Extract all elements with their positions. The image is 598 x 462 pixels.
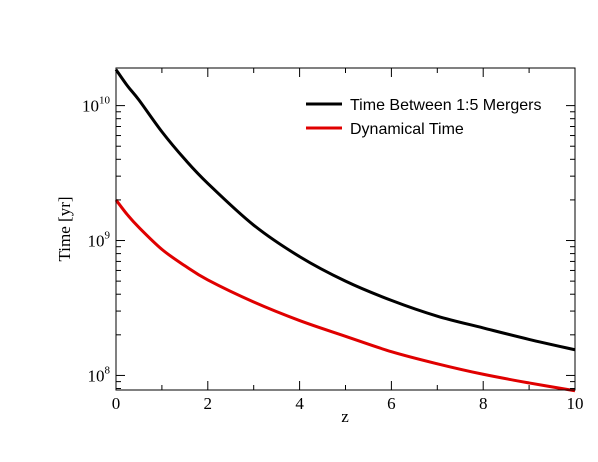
x-tick-label: 2 [204, 394, 213, 413]
x-tick-label: 6 [387, 394, 396, 413]
x-tick-label: 0 [112, 394, 121, 413]
axes-layer: 0 2 4 6 8 10 108 109 1010 [82, 68, 584, 413]
legend-label-1: Dynamical Time [350, 121, 464, 138]
y-tick-label: 109 [88, 230, 111, 251]
series-line-1 [114, 198, 576, 393]
legend-label-0: Time Between 1:5 Mergers [350, 97, 541, 114]
y-tick-label: 108 [88, 364, 111, 385]
x-tick-label: 4 [295, 394, 304, 413]
plot-frame [115, 67, 576, 391]
y-tick-label: 1010 [82, 95, 111, 116]
y-axis-label: Time [yr] [55, 196, 74, 261]
legend: Time Between 1:5 Mergers Dynamical Time [306, 97, 541, 138]
x-axis-label: z [341, 407, 349, 426]
series-layer [114, 68, 576, 393]
x-tick-label: 8 [479, 394, 488, 413]
x-tick-label: 10 [567, 394, 584, 413]
series-line-0 [114, 68, 576, 352]
